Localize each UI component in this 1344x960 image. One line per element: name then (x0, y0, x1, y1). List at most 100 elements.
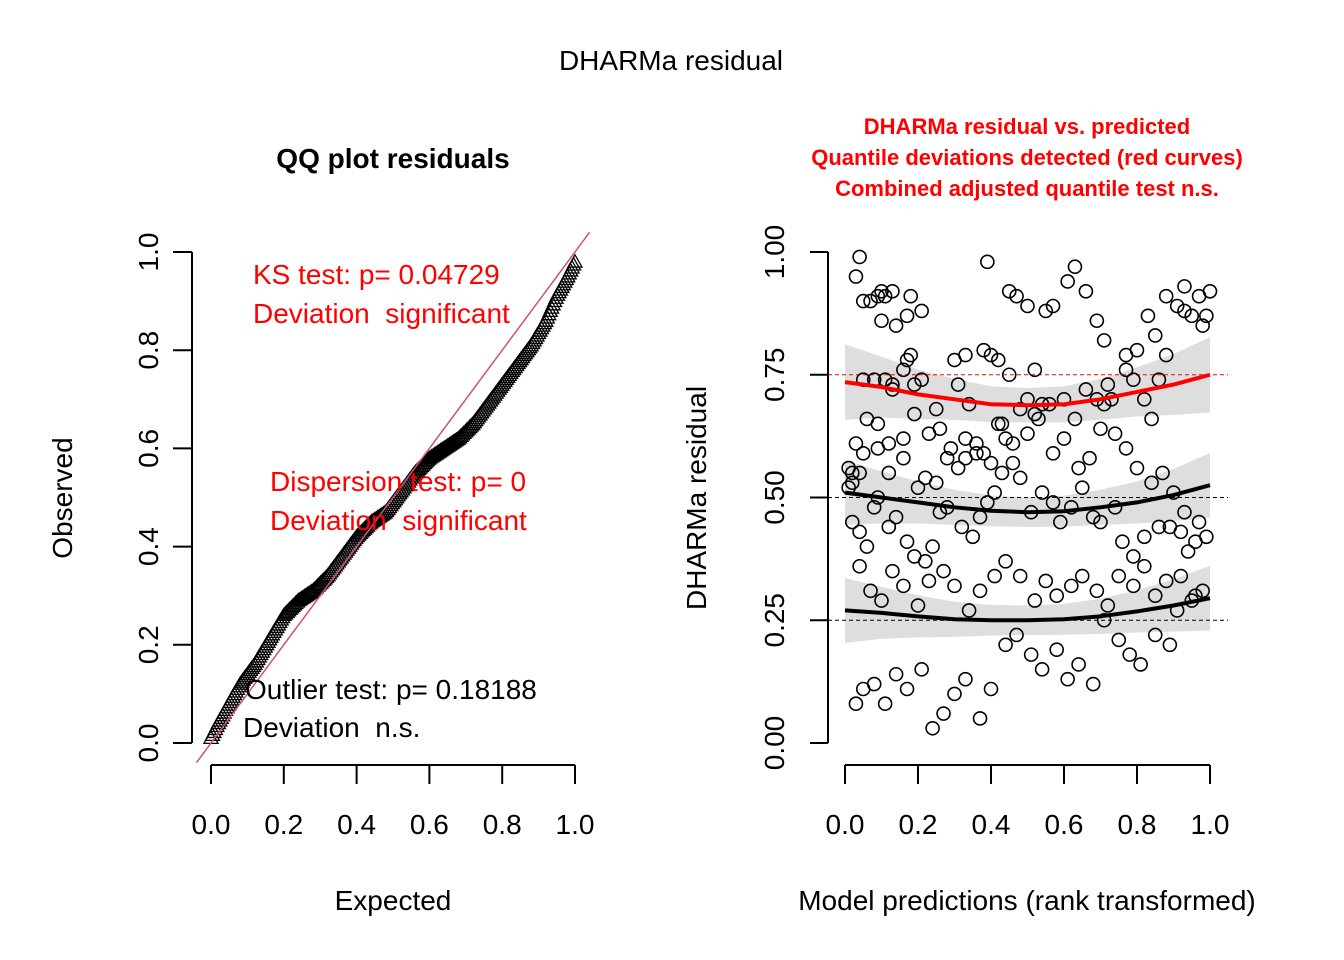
rv-x-tick-label: 1.0 (1191, 809, 1230, 840)
rv-point (928, 401, 944, 417)
rv-point (914, 372, 929, 387)
rv-point (1195, 583, 1210, 599)
rv-point (852, 558, 867, 574)
rv-point (903, 347, 919, 363)
rv-point (1071, 657, 1086, 672)
rv-point (1093, 514, 1108, 530)
rv-point (921, 573, 937, 589)
qq-point (373, 506, 391, 521)
rv-y-tick-label: 0.75 (759, 348, 790, 403)
rv-point (852, 524, 867, 540)
rv-point (1067, 259, 1083, 275)
rv-point (848, 269, 864, 284)
rv-x-tick-label: 0.0 (826, 809, 865, 840)
rv-x-tick-labels: 0.0 0.2 0.4 0.6 0.8 1.0 (826, 809, 1230, 840)
rv-point (980, 254, 995, 270)
rv-point (1078, 382, 1094, 397)
rv-point (1038, 303, 1054, 319)
rv-point (921, 426, 937, 441)
rv-point (1100, 598, 1116, 613)
outlier-test-deviation-annotation: Deviation n.s. (243, 712, 420, 743)
rv-point (1023, 647, 1039, 662)
qq-y-tick-label: 0.6 (133, 429, 164, 468)
rv-point (896, 362, 911, 378)
qq-points (202, 253, 584, 744)
rv-point (1147, 328, 1163, 343)
rv-point (1045, 298, 1061, 314)
rv-point (1056, 431, 1072, 446)
qq-x-tick-labels: 0.0 0.2 0.4 0.6 0.8 1.0 (192, 809, 595, 840)
rv-point (866, 500, 882, 515)
rv-point (855, 446, 871, 461)
rv-point (910, 480, 926, 495)
rv-point (888, 666, 904, 682)
rv-y-tick-label: 0.00 (759, 716, 790, 771)
rv-point (1027, 593, 1043, 608)
rv-point (917, 470, 933, 486)
qq-x-tick-label: 0.8 (483, 809, 522, 840)
figure-title: DHARMa residual (559, 45, 783, 76)
qq-y-tick-label: 0.0 (133, 724, 164, 763)
rv-point (1118, 362, 1134, 378)
rv-point (925, 720, 940, 736)
rv-point (998, 554, 1013, 569)
rv-point (888, 318, 904, 333)
rv-point (969, 446, 984, 461)
rv-point (1137, 529, 1152, 545)
rv-point (961, 603, 977, 618)
rv-point (1126, 372, 1141, 387)
rv-point (1020, 298, 1035, 314)
rv-point (855, 681, 871, 697)
rv-point (1199, 529, 1214, 545)
rv-point (976, 342, 992, 358)
rv-point (874, 593, 889, 608)
rv-point (1111, 568, 1127, 584)
rv-point (877, 696, 893, 712)
rv-point (1001, 367, 1017, 383)
qq-y-tick-label: 0.2 (133, 625, 164, 664)
qq-reference-line (195, 231, 591, 764)
rv-title-line-3: Combined adjusted quantile test n.s. (835, 176, 1219, 201)
qq-y-tick-label: 0.4 (133, 527, 164, 566)
rv-point (881, 436, 897, 451)
rv-point (983, 347, 999, 363)
rv-point (1180, 544, 1196, 559)
rv-point (1126, 549, 1141, 564)
rv-point (990, 416, 1006, 432)
qq-point (370, 508, 388, 523)
rv-point (841, 460, 856, 476)
rv-point (1012, 470, 1028, 486)
ks-test-annotation: KS test: p= 0.04729 (253, 259, 500, 290)
rv-point (917, 554, 933, 569)
rv-point (983, 455, 999, 471)
rv-confidence-band-q0.75 (845, 336, 1210, 423)
rv-point (859, 539, 875, 554)
rv-point (1173, 524, 1189, 540)
rv-point (848, 696, 864, 712)
rv-point (1140, 308, 1156, 324)
rv-point (899, 534, 915, 549)
rv-point (994, 465, 1010, 481)
rv-point (950, 460, 966, 476)
rv-point (1177, 504, 1192, 520)
rv-point (1038, 573, 1054, 589)
rv-point (1012, 568, 1028, 584)
rv-point (1064, 578, 1079, 594)
rv-point (885, 563, 900, 579)
rv-x-tick-label: 0.2 (899, 809, 938, 840)
rv-point (987, 485, 1002, 500)
rv-point (947, 578, 962, 594)
rv-y-tick-labels: 0.00 0.25 0.50 0.75 1.00 (759, 225, 790, 771)
ks-test-deviation-annotation: Deviation significant (253, 298, 510, 329)
rv-point (885, 283, 900, 299)
rv-point (1020, 426, 1035, 441)
rv-point (1096, 333, 1112, 348)
qq-y-axis-label: Observed (47, 437, 78, 558)
rv-point (1126, 578, 1141, 594)
rv-point (1089, 583, 1105, 599)
rv-title-line-1: DHARMa residual vs. predicted (864, 114, 1190, 139)
rv-point (844, 465, 860, 481)
rv-point (925, 539, 940, 554)
rv-point (1093, 421, 1108, 437)
